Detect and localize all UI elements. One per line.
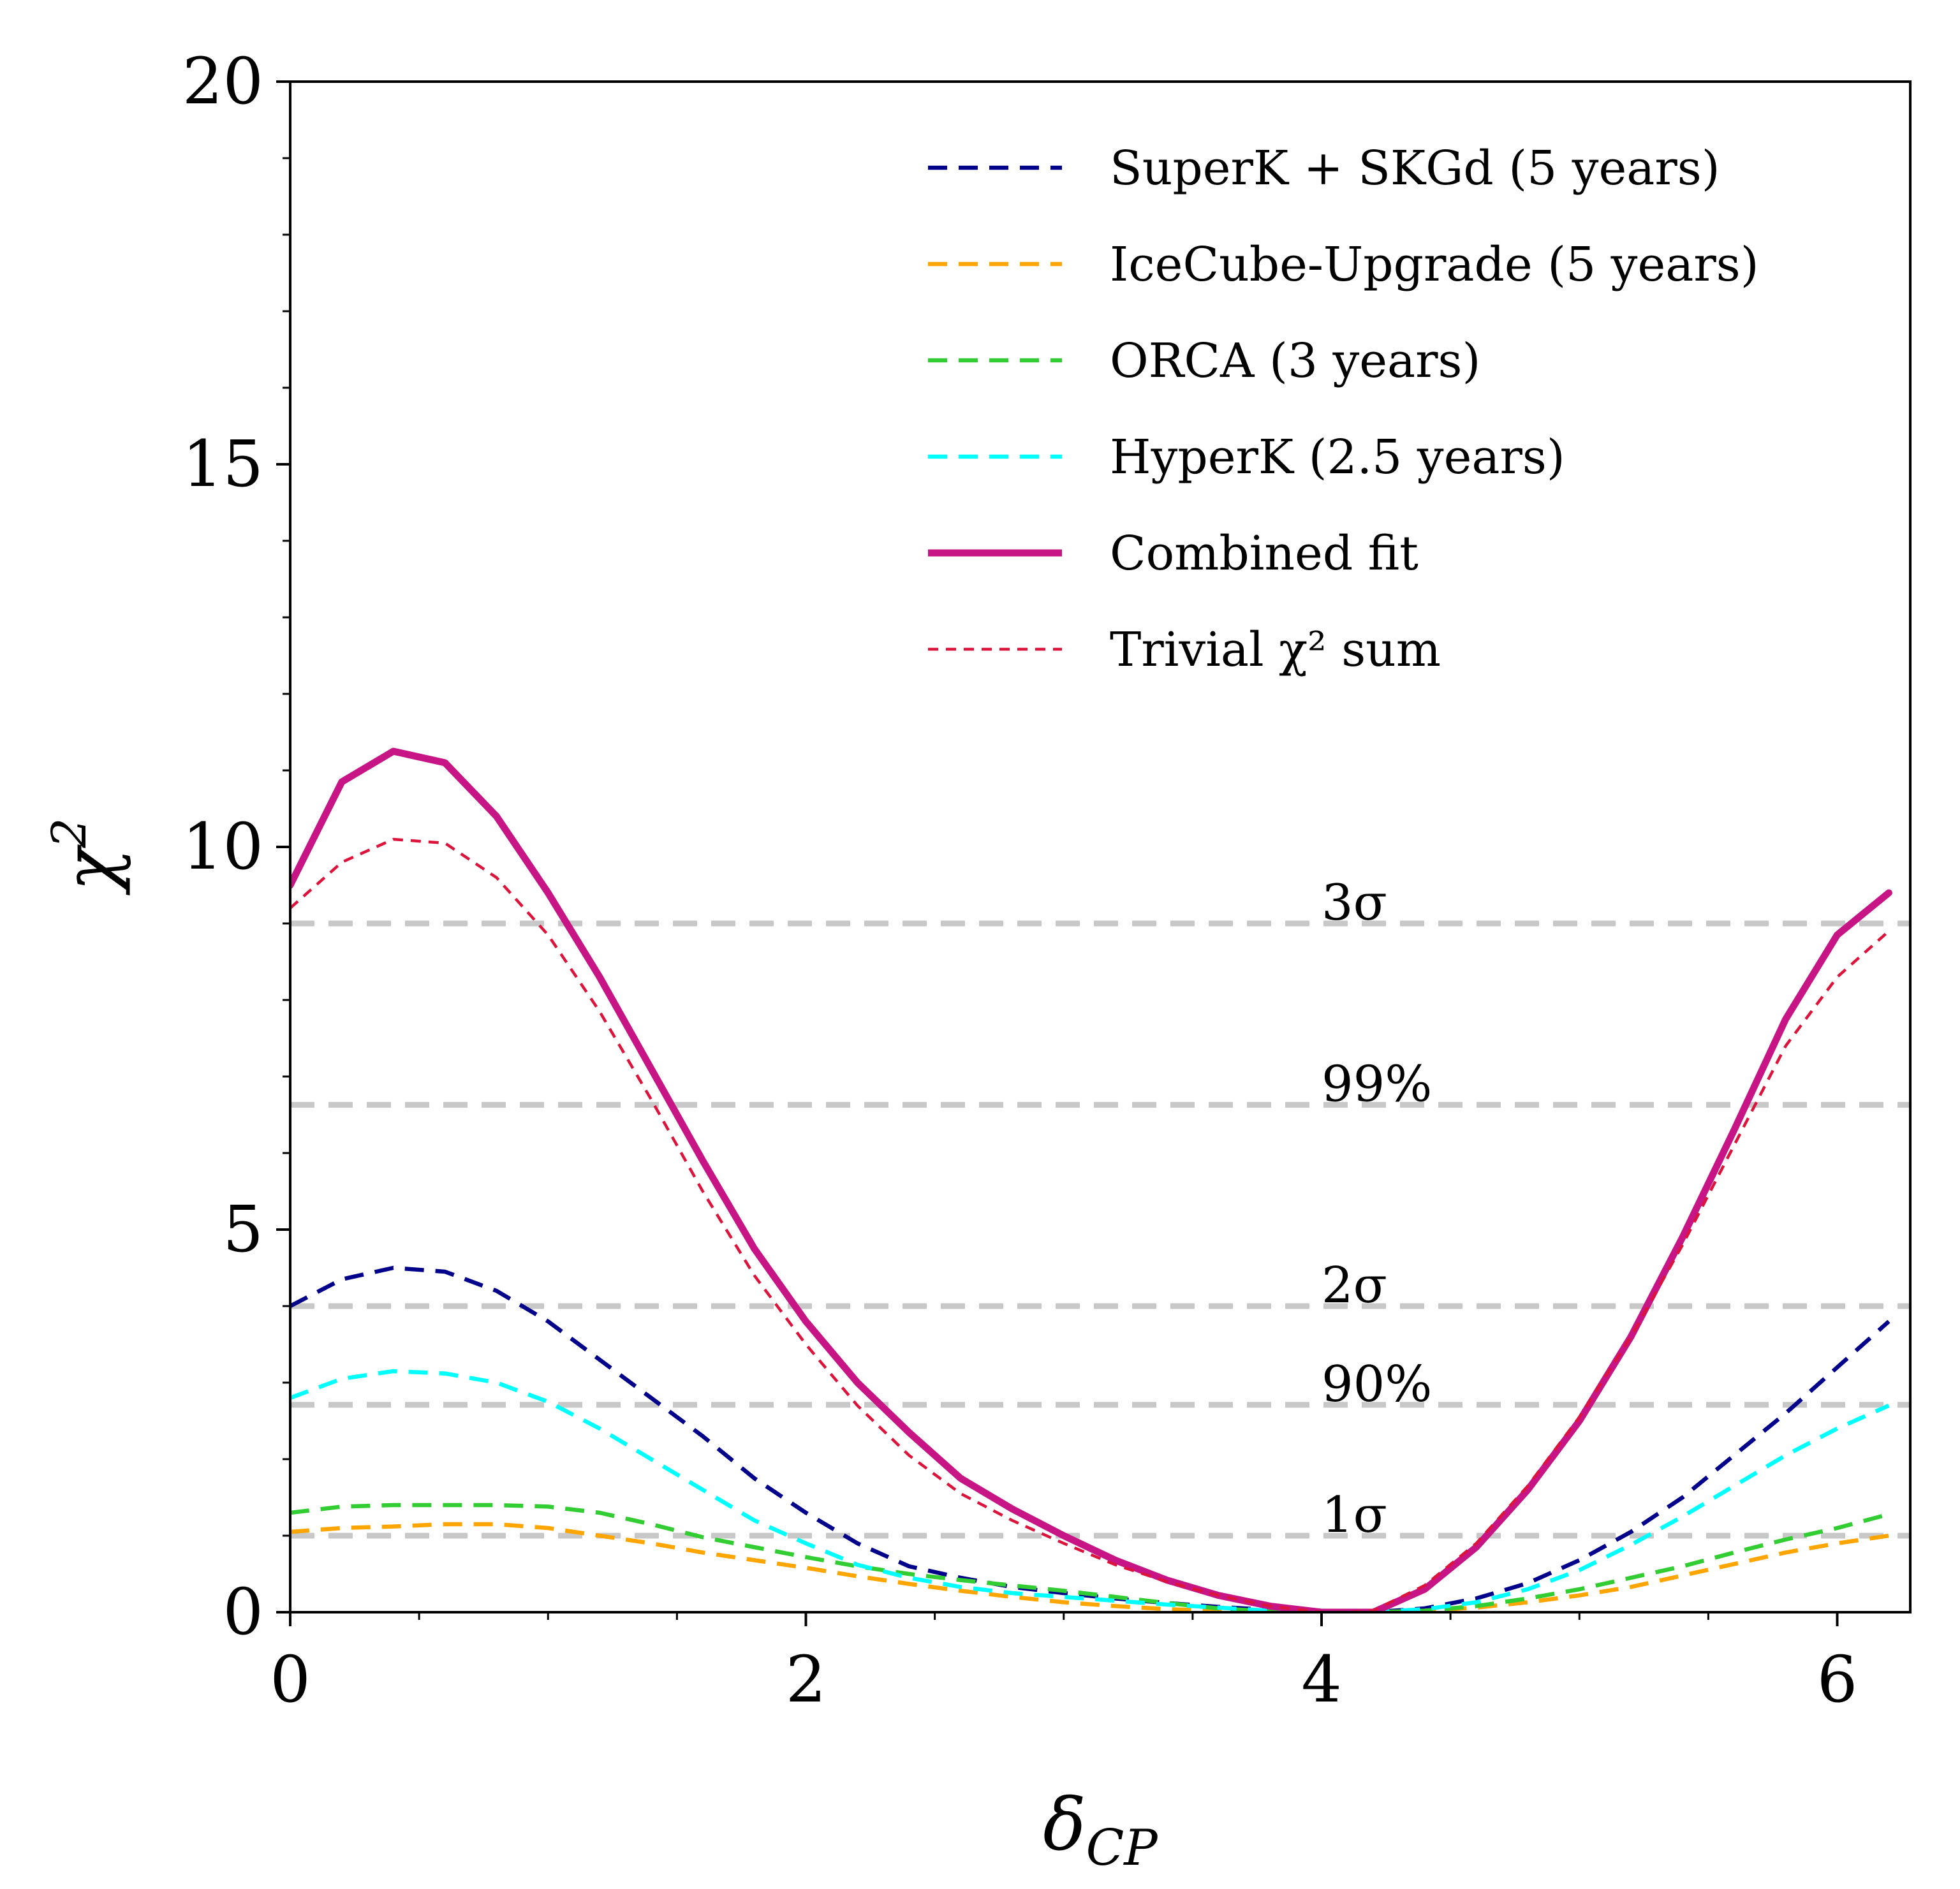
reference-label-1: 99% xyxy=(1322,1055,1432,1113)
legend-label-1: IceCube-Upgrade (5 years) xyxy=(1110,237,1759,292)
y-tick-label-3: 15 xyxy=(182,427,263,501)
y-axis-title-symbol: χ xyxy=(49,844,132,895)
x-tick-label-2: 4 xyxy=(1301,1642,1342,1717)
legend-label-0: SuperK + SKGd (5 years) xyxy=(1110,141,1720,196)
y-tick-label-2: 10 xyxy=(182,809,263,884)
y-tick-label-0: 0 xyxy=(223,1575,263,1649)
x-axis-title-subscript: CP xyxy=(1086,1819,1159,1877)
reference-label-4: 1σ xyxy=(1322,1487,1387,1544)
reference-lines xyxy=(290,920,1910,1539)
x-axis-title-symbol: δ xyxy=(1043,1784,1086,1867)
legend-label-4: Combined fit xyxy=(1110,526,1418,581)
series-lines xyxy=(290,747,1892,1612)
series-line-3 xyxy=(290,1369,1890,1612)
legend-label-5: Trivial χ² sum xyxy=(1110,622,1441,677)
tick-labels: 0 2 4 6 0 5 10 15 20 xyxy=(182,44,1858,1717)
y-tick-label-1: 5 xyxy=(223,1192,263,1267)
legend-label-2: ORCA (3 years) xyxy=(1110,334,1480,388)
x-tick-label-3: 6 xyxy=(1817,1642,1858,1717)
y-axis-title: χ2 xyxy=(42,818,132,896)
x-axis-title: δCP xyxy=(1043,1784,1158,1877)
x-tick-label-0: 0 xyxy=(270,1642,311,1717)
series-line-4 xyxy=(290,747,1892,1612)
series-line-0 xyxy=(290,1265,1890,1612)
reference-label-2: 2σ xyxy=(1322,1257,1387,1314)
reference-label-0: 3σ xyxy=(1322,874,1387,932)
series-line-1 xyxy=(290,1522,1889,1612)
series-line-5 xyxy=(290,837,1890,1612)
legend-label-3: HyperK (2.5 years) xyxy=(1110,430,1565,485)
legend: SuperK + SKGd (5 years) IceCube-Upgrade (… xyxy=(928,141,1759,677)
y-tick-label-4: 20 xyxy=(182,44,263,119)
reference-label-3: 90% xyxy=(1322,1356,1432,1413)
reference-labels: 3σ 99% 2σ 90% 1σ xyxy=(1322,874,1432,1544)
axis-ticks xyxy=(276,80,1839,1626)
plot-frame xyxy=(289,80,1912,1613)
x-tick-label-1: 2 xyxy=(786,1642,827,1717)
series-line-2 xyxy=(290,1503,1890,1612)
y-axis-title-superscript: 2 xyxy=(42,818,97,849)
